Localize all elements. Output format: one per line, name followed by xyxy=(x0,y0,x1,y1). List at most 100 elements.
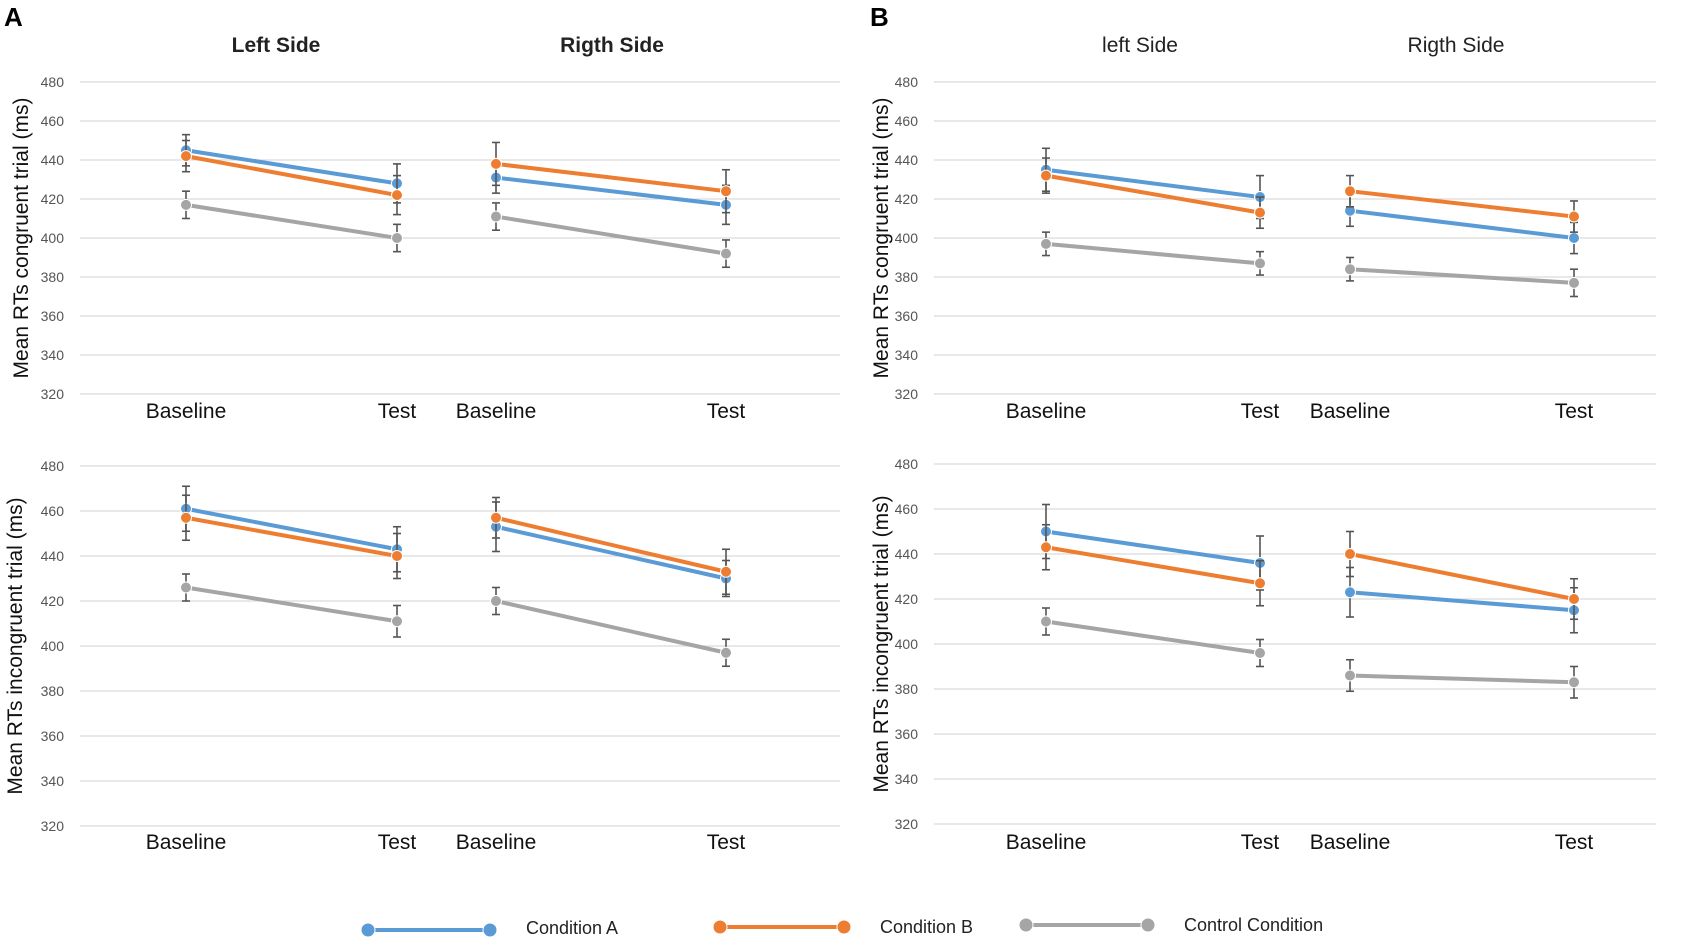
x-category-label: Test xyxy=(1555,831,1594,854)
series-control-condition xyxy=(1344,658,1580,699)
y-tick-label: 320 xyxy=(41,386,65,402)
y-tick-label: 400 xyxy=(41,230,65,246)
data-point-control-condition xyxy=(720,247,732,260)
series-line-condition-b xyxy=(1348,552,1576,601)
legend-marker-condition-b xyxy=(712,919,728,935)
y-tick-label: 360 xyxy=(895,726,919,742)
series-line-control-condition xyxy=(494,599,728,655)
chart-b-bottom: 320 340 360 380 400 420 440 460 480 Mean RTs inco… xyxy=(870,456,1656,854)
legend-label-control-condition: Control Condition xyxy=(1184,915,1323,935)
y-tick-label: 420 xyxy=(895,191,919,207)
series-line-condition-b xyxy=(1348,189,1576,219)
legend-label-condition-a: Condition A xyxy=(526,918,618,938)
data-point-condition-b xyxy=(720,565,732,578)
y-tick-label: 380 xyxy=(895,269,919,285)
y-tick-label: 480 xyxy=(41,74,65,90)
y-tick-label: 380 xyxy=(41,683,65,699)
x-category-label: Test xyxy=(707,831,746,854)
series-line-control-condition xyxy=(1044,241,1262,266)
x-category-label: Baseline xyxy=(146,831,227,854)
data-point-control-condition xyxy=(1344,669,1356,682)
panel-label-b: B xyxy=(870,2,889,32)
y-tick-label: 340 xyxy=(895,771,919,787)
data-point-condition-b xyxy=(180,150,192,163)
series-line-condition-b xyxy=(494,161,728,194)
series-condition-b xyxy=(490,496,732,596)
series-line-control-condition xyxy=(1348,267,1576,285)
data-point-condition-b xyxy=(1568,593,1580,605)
data-point-condition-b xyxy=(1040,541,1052,554)
x-category-label: Baseline xyxy=(1310,400,1391,423)
y-tick-label: 460 xyxy=(895,113,919,129)
y-tick-label: 340 xyxy=(41,773,65,789)
x-category-label: Baseline xyxy=(1006,400,1087,423)
series-condition-a xyxy=(1344,194,1580,255)
y-tick-label: 440 xyxy=(41,548,65,564)
x-category-label: Test xyxy=(1241,831,1280,854)
group-title-left-side: Left Side xyxy=(232,34,321,57)
charts-area: 320 340 360 380 400 420 440 460 480 Mean RTs cong… xyxy=(4,34,1656,854)
data-point-control-condition xyxy=(1040,237,1052,250)
group-title-left-side: left Side xyxy=(1102,34,1178,57)
series-control-condition xyxy=(1040,231,1266,276)
series-line-condition-b xyxy=(1044,545,1262,586)
y-tick-label: 360 xyxy=(41,728,65,744)
y-tick-label: 440 xyxy=(41,152,65,168)
data-point-condition-b xyxy=(1568,210,1580,223)
data-point-control-condition xyxy=(1344,263,1356,276)
chart-a-top: 320 340 360 380 400 420 440 460 480 Mean RTs cong… xyxy=(10,34,840,423)
data-point-condition-b xyxy=(720,185,732,198)
y-tick-label: 460 xyxy=(41,503,65,519)
y-axis-label: Mean RTs incongruent trial (ms) xyxy=(870,495,893,792)
series-condition-b xyxy=(180,139,403,216)
legend-marker-condition-a xyxy=(360,922,376,938)
group-title-rigth-side: Rigth Side xyxy=(1408,34,1505,57)
y-tick-label: 380 xyxy=(41,269,65,285)
legend-marker-control-condition xyxy=(1140,917,1156,933)
series-line-condition-a xyxy=(494,524,728,581)
legend-item-condition-b: Condition B xyxy=(712,917,973,937)
y-tick-label: 480 xyxy=(895,456,919,472)
x-category-label: Test xyxy=(378,831,417,854)
data-point-control-condition xyxy=(490,595,502,607)
series-line-condition-b xyxy=(1044,173,1262,215)
series-line-condition-a xyxy=(1348,208,1576,240)
data-point-control-condition xyxy=(180,581,192,594)
series-line-condition-b xyxy=(494,515,728,574)
y-tick-label: 420 xyxy=(895,591,919,607)
data-point-condition-a xyxy=(1568,232,1580,244)
x-category-label: Test xyxy=(707,400,746,423)
series-condition-b xyxy=(1344,530,1580,621)
data-point-condition-b xyxy=(391,189,403,202)
data-point-condition-b xyxy=(490,157,502,170)
y-tick-label: 460 xyxy=(41,113,65,129)
series-control-condition xyxy=(180,573,403,638)
series-line-condition-a xyxy=(1348,590,1576,613)
data-point-control-condition xyxy=(1568,676,1580,689)
panel-label-a: A xyxy=(4,2,23,32)
series-line-condition-a xyxy=(494,175,728,207)
group-title-rigth-side: Rigth Side xyxy=(560,34,664,57)
series-line-control-condition xyxy=(184,202,399,240)
data-point-condition-b xyxy=(1344,548,1356,560)
legend: Condition A Condition B Control Conditio… xyxy=(360,915,1323,938)
series-control-condition xyxy=(490,586,732,668)
data-point-control-condition xyxy=(1040,615,1052,628)
series-condition-a xyxy=(490,501,732,598)
series-line-condition-b xyxy=(184,515,399,558)
x-category-label: Test xyxy=(378,400,417,423)
series-line-condition-a xyxy=(1044,529,1262,565)
data-point-control-condition xyxy=(1254,647,1266,659)
y-axis-label: Mean RTs congruent trial (ms) xyxy=(10,98,33,379)
series-condition-a xyxy=(180,133,403,204)
series-condition-b xyxy=(490,141,732,214)
y-tick-label: 340 xyxy=(41,347,65,363)
y-tick-label: 320 xyxy=(41,818,65,834)
y-tick-label: 400 xyxy=(895,230,919,246)
y-axis-label: Mean RTs incongruent trial (ms) xyxy=(4,497,27,794)
y-tick-label: 400 xyxy=(41,638,65,654)
y-tick-label: 440 xyxy=(895,152,919,168)
chart-a-bottom: 320 340 360 380 400 420 440 460 480 Mean RTs inco… xyxy=(4,458,840,854)
